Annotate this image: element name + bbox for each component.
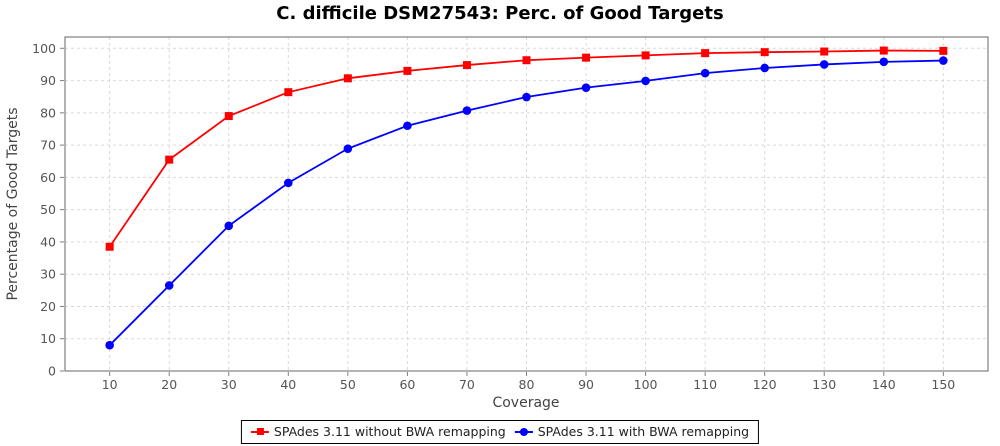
data-point-circle <box>462 106 472 115</box>
plot-border <box>64 36 989 372</box>
data-point-circle <box>641 76 650 86</box>
x-tick-label: 60 <box>399 377 415 392</box>
data-point-square <box>165 155 174 164</box>
y-tick-label: 80 <box>40 105 56 120</box>
y-tick-label: 20 <box>40 299 56 314</box>
data-point-square <box>820 47 829 56</box>
x-tick-label: 40 <box>280 377 296 392</box>
data-point-square <box>462 61 471 70</box>
legend-marker-square-icon <box>250 426 269 437</box>
data-point-square <box>641 51 650 60</box>
y-tick-label: 40 <box>40 234 56 249</box>
x-tick-label: 150 <box>931 377 955 392</box>
data-point-circle <box>939 56 948 65</box>
y-tick-label: 70 <box>40 138 56 153</box>
data-point-circle <box>522 92 531 102</box>
legend-item-without-bwa: SPAdes 3.11 without BWA remapping <box>250 424 506 439</box>
data-point-square <box>760 48 769 57</box>
data-point-circle <box>403 121 412 131</box>
data-point-square <box>879 46 888 55</box>
x-axis-title: Coverage <box>492 395 560 411</box>
data-point-square <box>701 49 710 58</box>
x-tick-label: 100 <box>634 377 658 392</box>
data-point-circle <box>581 83 591 92</box>
data-point-square <box>403 66 412 75</box>
x-tick-label: 20 <box>161 377 177 392</box>
data-point-circle <box>343 144 353 153</box>
data-point-square <box>105 242 114 251</box>
data-point-square <box>284 88 293 97</box>
legend-square-icon <box>256 428 264 435</box>
legend-circle-icon <box>519 427 528 436</box>
data-point-circle <box>284 178 293 188</box>
x-tick-label: 110 <box>693 377 717 392</box>
x-tick-label: 120 <box>753 377 777 392</box>
y-tick-label: 100 <box>32 41 56 56</box>
y-tick-label: 60 <box>40 170 56 185</box>
chart-title: C. difficile DSM27543: Perc. of Good Tar… <box>276 3 724 24</box>
x-tick-label: 90 <box>578 377 594 392</box>
data-point-square <box>939 46 948 55</box>
x-tick-label: 50 <box>340 377 356 392</box>
data-point-circle <box>164 281 174 290</box>
data-point-circle <box>224 221 234 231</box>
data-point-circle <box>760 63 769 73</box>
data-point-circle <box>819 60 829 69</box>
y-tick-label: 0 <box>48 364 56 379</box>
legend-item-with-bwa: SPAdes 3.11 with BWA remapping <box>514 424 750 439</box>
data-point-square <box>582 53 591 62</box>
data-point-square <box>343 74 352 83</box>
x-tick-label: 80 <box>519 377 535 392</box>
y-tick-label: 30 <box>40 267 56 282</box>
data-point-circle <box>105 340 114 350</box>
x-tick-label: 130 <box>812 377 836 392</box>
legend-marker-circle-icon <box>514 426 533 437</box>
y-tick-label: 10 <box>40 331 56 346</box>
data-point-square <box>522 56 531 65</box>
data-point-square <box>224 112 233 121</box>
x-tick-label: 10 <box>102 377 118 392</box>
y-tick-label: 50 <box>40 202 56 217</box>
legend-label: SPAdes 3.11 with BWA remapping <box>537 424 750 439</box>
legend: SPAdes 3.11 without BWA remapping SPAdes… <box>240 420 760 444</box>
data-point-circle <box>700 68 710 78</box>
legend-label: SPAdes 3.11 without BWA remapping <box>273 424 506 439</box>
x-tick-label: 70 <box>459 377 475 392</box>
x-tick-label: 140 <box>872 377 896 392</box>
data-point-circle <box>879 57 889 67</box>
x-tick-label: 30 <box>221 377 237 392</box>
y-tick-label: 90 <box>40 73 56 88</box>
